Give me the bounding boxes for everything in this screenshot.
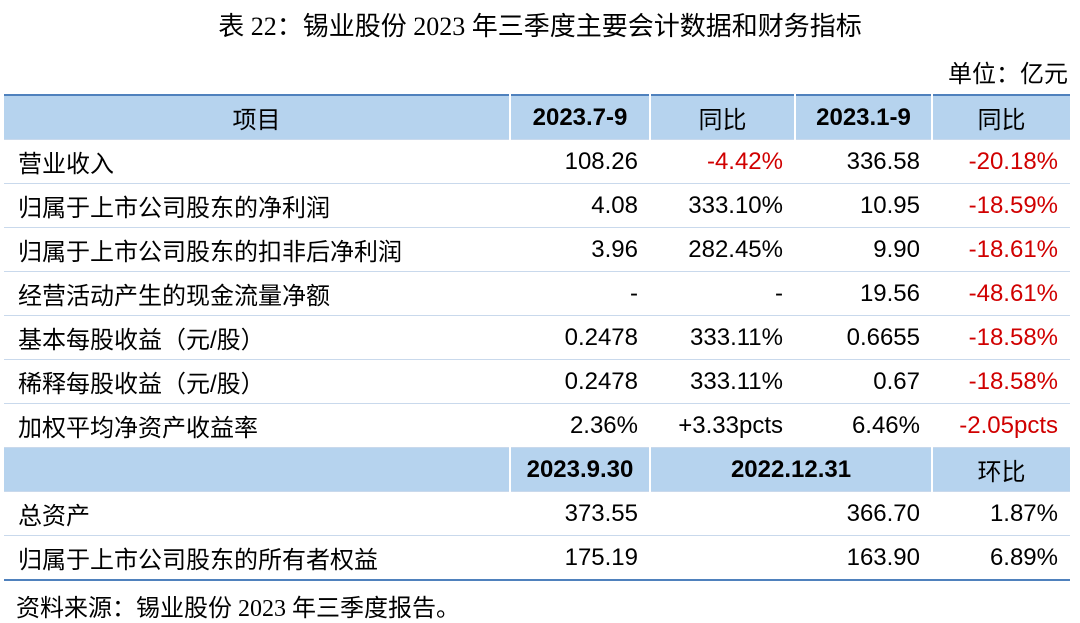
data-row: 营业收入 108.26 -4.42% 336.58 -20.18% — [4, 139, 1070, 184]
value-cell: 333.10% — [650, 183, 795, 228]
data-row: 经营活动产生的现金流量净额 - -19.56 -48.61% — [4, 271, 1070, 316]
header-cell: 同比 — [649, 95, 795, 140]
value-cell: 6.89% — [932, 535, 1070, 581]
data-row: 基本每股收益（元/股） 0.2478 333.11% 0.6655 -18.58% — [4, 315, 1070, 360]
value-cell: 3.96 — [510, 227, 650, 272]
header-cell: 2023.1-9 — [794, 95, 932, 140]
value-cell: 9.90 — [795, 227, 932, 272]
value-cell: -18.58% — [932, 359, 1070, 404]
header-cell: 2022.12.31 — [649, 447, 932, 492]
data-row: 总资产 373.55 366.70 1.87% — [4, 491, 1070, 536]
value-cell: +3.33pcts — [650, 403, 795, 448]
value-cell: 4.08 — [510, 183, 650, 228]
value-cell: 0.2478 — [510, 359, 650, 404]
header-cell: 项目 — [4, 95, 510, 140]
value-cell: 336.58 — [795, 139, 932, 184]
value-cell: 282.45% — [650, 227, 795, 272]
row-label: 基本每股收益（元/股） — [4, 315, 510, 360]
value-cell: 333.11% — [650, 315, 795, 360]
row-label: 稀释每股收益（元/股） — [4, 359, 510, 404]
value-cell: 10.95 — [795, 183, 932, 228]
data-row: 归属于上市公司股东的净利润 4.08 333.10% 10.95 -18.59% — [4, 183, 1070, 228]
value-cell: -18.58% — [932, 315, 1070, 360]
header-cell: 同比 — [931, 95, 1070, 140]
row-label: 加权平均净资产收益率 — [4, 403, 510, 448]
value-cell: 19.56 — [795, 271, 932, 316]
value-cell: 175.19 — [510, 535, 650, 581]
value-cell: 366.70 — [650, 491, 932, 536]
row-label: 营业收入 — [4, 139, 510, 184]
data-row: 归属于上市公司股东的扣非后净利润 3.96 282.45% 9.90 -18.61% — [4, 227, 1070, 272]
value-cell: -20.18% — [932, 139, 1070, 184]
value-cell: -18.59% — [932, 183, 1070, 228]
header-cell: 2023.9.30 — [509, 447, 650, 492]
table-body: 项目 2023.7-9 同比 2023.1-9 同比 营业收入 108.26 -4.42% 33… — [4, 95, 1070, 581]
value-cell: 108.26 — [510, 139, 650, 184]
table-title: 表 22：锡业股份 2023 年三季度主要会计数据和财务指标 — [218, 12, 862, 41]
value-cell: - — [650, 271, 795, 316]
row-label: 总资产 — [4, 491, 510, 536]
value-cell: 163.90 — [650, 535, 932, 581]
row-label: 归属于上市公司股东的净利润 — [4, 183, 510, 228]
data-row: 加权平均净资产收益率 2.36% +3.33pcts 6.46% -2.05pcts — [4, 403, 1070, 448]
header-cell: 2023.7-9 — [509, 95, 650, 140]
value-cell: 2.36% — [510, 403, 650, 448]
value-cell: -18.61% — [932, 227, 1070, 272]
row-label: 归属于上市公司股东的扣非后净利润 — [4, 227, 510, 272]
header-row: 2023.9.30 2022.12.31 环比 — [4, 447, 1070, 492]
source-note: 资料来源：锡业股份 2023 年三季度报告。 — [16, 596, 460, 622]
value-cell: 6.46% — [795, 403, 932, 448]
value-cell: 0.67 — [795, 359, 932, 404]
value-cell: - — [510, 271, 650, 316]
row-label: 经营活动产生的现金流量净额 — [4, 271, 510, 316]
row-label: 归属于上市公司股东的所有者权益 — [4, 535, 510, 581]
value-cell: -4.42% — [650, 139, 795, 184]
unit-note: 单位：亿元 — [948, 62, 1068, 88]
value-cell: 1.87% — [932, 491, 1070, 536]
data-row: 归属于上市公司股东的所有者权益 175.19 163.90 6.89% — [4, 535, 1070, 581]
value-cell: 0.6655 — [795, 315, 932, 360]
data-row: 稀释每股收益（元/股） 0.2478 333.11% 0.67 -18.58% — [4, 359, 1070, 404]
value-cell: -2.05pcts — [932, 403, 1070, 448]
header-cell: 环比 — [931, 447, 1070, 492]
value-cell: 373.55 — [510, 491, 650, 536]
header-row: 项目 2023.7-9 同比 2023.1-9 同比 — [4, 95, 1070, 140]
value-cell: 0.2478 — [510, 315, 650, 360]
value-cell: -48.61% — [932, 271, 1070, 316]
header-cell — [4, 447, 510, 492]
data-table: 项目 2023.7-9 同比 2023.1-9 同比 营业收入 108.26 -4.42% 33… — [4, 94, 1070, 581]
value-cell: 333.11% — [650, 359, 795, 404]
